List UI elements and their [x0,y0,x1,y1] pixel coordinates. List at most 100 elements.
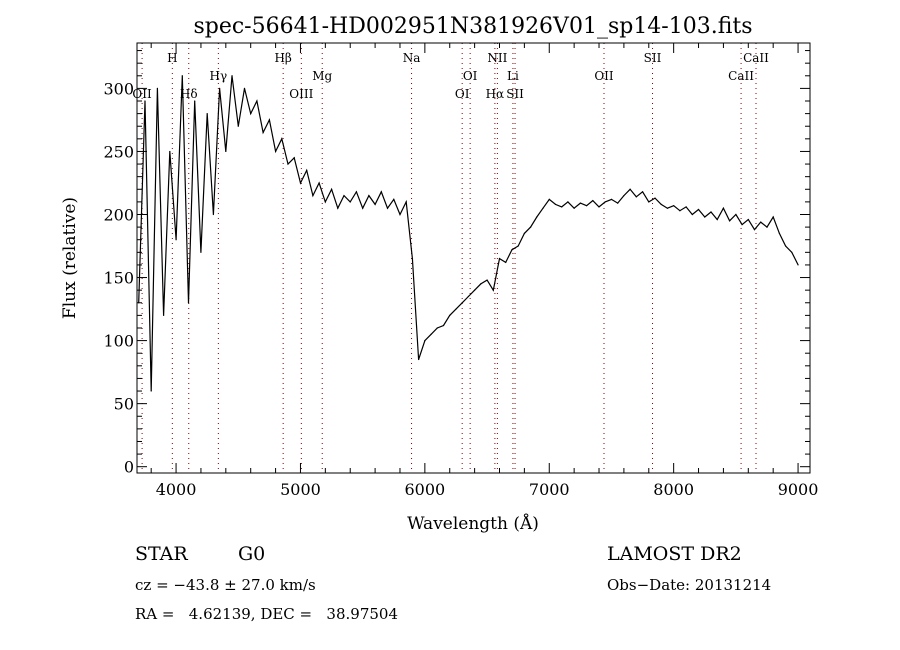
spectrum-point [455,308,457,310]
spectrum-point [760,221,762,223]
spectrum-point [237,125,239,127]
spectrum-point [405,201,407,203]
spectrum-point [753,229,756,231]
x-tick-label: 5000 [280,480,321,499]
spectrum-point [679,210,681,212]
spectrum-point [393,198,395,200]
x-tick-label: 9000 [778,480,819,499]
survey-name: LAMOST DR2 [607,543,742,565]
line-label: OI [463,69,478,83]
spectrum-point [722,207,725,209]
plot-frame [136,42,811,474]
spectrum-point [567,201,569,203]
x-tick-label: 8000 [653,480,694,499]
object-subclass: G0 [238,543,265,565]
spectrum-point [324,201,326,203]
spectrum-point [735,213,737,216]
spectrum-point [231,75,233,77]
line-label: H [167,51,177,65]
line-label: Hβ [274,51,291,65]
y-tick-label: 150 [103,269,134,288]
line-label: SII [644,51,662,65]
line-label: OII [594,69,614,83]
spectrum-point [729,220,731,222]
spectrum-point [741,223,743,226]
line-label: CaII [728,69,754,83]
spectrum-point [169,150,171,153]
spectrum-point [648,201,650,203]
spectrum-point [442,324,445,327]
spectrum-point [474,289,476,291]
spectrum-point [561,206,563,208]
object-class: STAR [135,543,188,565]
spectrum-point [256,100,258,102]
spectrum-point [529,226,532,228]
spectrum-point [673,205,675,207]
spectrum-point [144,100,146,102]
spectrum-point [635,196,637,198]
spectrum-point [654,197,656,199]
spectrum-point [362,207,364,209]
spectrum-point [467,295,469,298]
spectrum-point [293,157,295,159]
x-tick-label: 4000 [156,480,197,499]
spectrum-point [573,207,575,209]
spectrum-point [629,188,631,190]
ra-dec: RA = 4.62139, DEC = 38.97504 [135,605,398,623]
y-tick-label: 100 [103,332,134,351]
obs-date: Obs−Date: 20131214 [607,576,771,594]
spectrum-point [194,100,196,102]
spectrum-point [219,87,221,89]
line-label: Mg [312,69,332,83]
spectrum-point [791,251,793,253]
spectrum-point [349,201,351,203]
spectrum-point [281,138,283,140]
spectrum-point [505,261,507,264]
chart-title: spec-56641-HD002951N381926V01_sp14-103.f… [193,14,752,39]
spectrum-point [418,358,420,361]
spectrum-point [542,207,544,209]
spectrum-point [511,249,513,251]
spectrum-point [411,258,414,260]
spectrum-point [330,188,333,190]
spectrum-point [598,206,600,208]
spectrum-line [138,75,799,392]
spectrum-point [163,314,165,316]
spectrum-point [592,200,594,202]
line-label: Hδ [180,87,198,101]
spectrum-point [287,163,289,165]
spectrum-point [691,213,693,216]
spectrum-point [766,226,768,228]
spectrum-point [492,289,494,291]
line-label: Hγ [210,69,228,83]
spectrum-point [150,390,152,392]
line-label: SII [506,87,524,101]
y-tick-label: 0 [124,458,134,477]
spectrum-point [225,150,227,153]
line-label: OII [132,87,152,101]
spectrum-point [778,232,780,235]
spectrum-point [380,191,382,193]
spectrum-point [436,327,438,329]
spectrum-point [747,218,749,221]
spectrum-point [785,245,787,247]
spectrum-point [617,202,619,204]
spectrum-point [548,198,550,200]
spectrum-point [797,264,799,266]
spectrum-point [212,213,214,216]
spectrum-point [536,216,538,218]
spectrum-point [461,302,463,304]
spectrum-point [399,213,401,216]
y-tick-label: 50 [114,395,134,414]
spectrum-point [175,239,177,241]
spectrum-point [262,131,264,134]
line-label: OI [455,87,470,101]
spectrum-point [449,314,451,316]
spectrum-point [181,75,183,77]
spectrum-point [206,113,208,115]
spectrum-point [138,302,140,304]
spectrum-point [187,302,190,304]
spectrum-point [641,191,644,193]
